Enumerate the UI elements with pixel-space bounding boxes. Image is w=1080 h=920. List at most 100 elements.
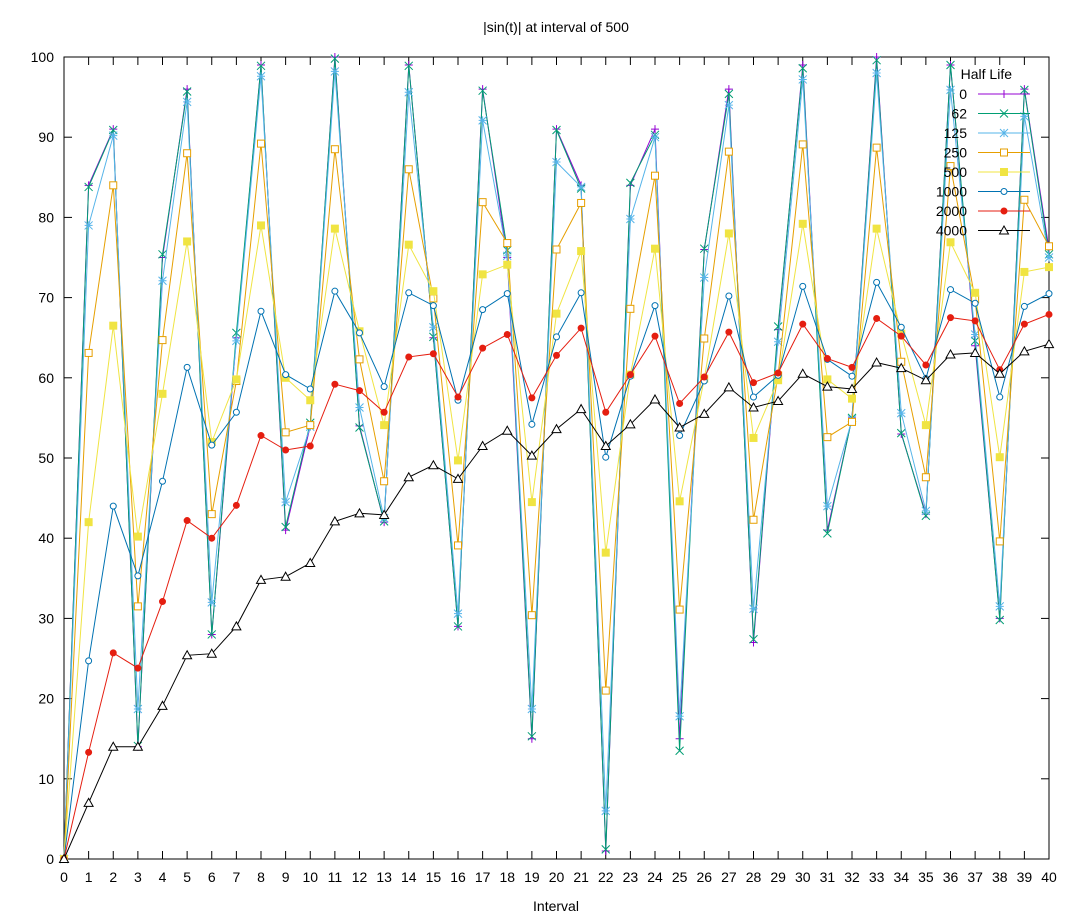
data-point (207, 598, 217, 607)
data-point (575, 403, 587, 414)
data-point (158, 276, 167, 286)
data-point (871, 357, 882, 367)
data-point (356, 387, 363, 395)
data-point (601, 686, 610, 695)
data-point (182, 97, 192, 107)
x-tick-label: 34 (893, 869, 909, 885)
data-point (109, 321, 118, 330)
legend-label: 500 (944, 164, 968, 180)
data-point (478, 198, 487, 207)
data-point (602, 453, 610, 461)
legend-title: Half Life (961, 66, 1013, 82)
series-0 (60, 53, 1053, 863)
data-point (380, 383, 388, 391)
x-tick-label: 25 (672, 869, 688, 885)
x-tick-label: 3 (134, 869, 142, 885)
data-point (946, 238, 955, 247)
data-point (552, 157, 561, 167)
data-point (823, 433, 832, 442)
data-point (1045, 263, 1053, 272)
data-point (429, 287, 438, 296)
data-point (626, 304, 635, 313)
x-tick-label: 21 (573, 869, 589, 885)
legend-item: 250 (944, 145, 1030, 161)
x-tick-label: 7 (232, 869, 240, 885)
data-point (133, 602, 142, 611)
x-tick-label: 13 (376, 869, 392, 885)
x-axis-label: Interval (533, 898, 579, 914)
data-point (823, 529, 832, 538)
x-tick-label: 10 (302, 869, 318, 885)
data-point (651, 332, 659, 340)
data-point (280, 571, 291, 581)
x-tick-label: 18 (499, 869, 515, 885)
data-point (996, 393, 1004, 401)
data-point (577, 324, 585, 332)
data-point (969, 347, 981, 357)
data-point (626, 371, 634, 379)
x-tick-label: 31 (820, 869, 836, 885)
data-point (85, 657, 93, 665)
data-point (946, 162, 955, 171)
y-tick-label: 60 (38, 370, 54, 386)
data-point (798, 75, 808, 84)
x-tick-label: 6 (208, 869, 216, 885)
x-tick-label: 9 (282, 869, 290, 885)
x-tick-label: 36 (943, 869, 959, 885)
data-point (454, 393, 462, 401)
data-point (676, 399, 684, 407)
data-point (823, 501, 832, 511)
series-2000 (60, 310, 1053, 863)
legend-label: 125 (944, 125, 968, 141)
data-point (848, 363, 856, 371)
data-point (651, 302, 659, 310)
x-tick-label: 35 (918, 869, 934, 885)
legend-swatch-marker (1000, 188, 1008, 195)
x-tick-label: 11 (328, 869, 343, 885)
data-point (380, 477, 389, 486)
data-point (995, 537, 1004, 546)
data-point (453, 609, 463, 618)
data-point (1020, 195, 1029, 204)
data-point (109, 649, 117, 657)
legend: Half Life 0 62 125 250 500 1000 2000 4000 (936, 66, 1030, 239)
x-tick-label: 8 (257, 869, 265, 885)
data-point (848, 372, 856, 380)
data-point (331, 380, 339, 388)
x-tick-label: 24 (647, 869, 663, 885)
data-point (282, 371, 290, 379)
x-tick-label: 30 (795, 869, 811, 885)
data-point (429, 294, 438, 303)
data-point (405, 353, 413, 361)
data-point (552, 309, 561, 318)
data-point (134, 572, 142, 580)
data-point (109, 181, 118, 190)
data-point (1020, 111, 1029, 121)
data-point (159, 598, 166, 606)
data-point (502, 251, 512, 261)
data-point (674, 422, 685, 432)
y-tick-label: 0 (46, 851, 54, 867)
data-point (454, 541, 462, 550)
x-tick-label: 4 (159, 869, 167, 885)
data-point (725, 328, 733, 336)
data-point (405, 289, 413, 297)
data-point (354, 507, 365, 518)
data-point (922, 361, 930, 369)
plot-area (63, 56, 1050, 860)
data-point (84, 518, 93, 527)
x-tick-label: 16 (450, 869, 466, 885)
data-point (822, 381, 833, 391)
data-point (355, 403, 364, 412)
data-point (109, 502, 117, 510)
data-point (896, 408, 906, 418)
data-point (183, 363, 191, 371)
data-point (503, 290, 511, 298)
data-point (1020, 302, 1028, 310)
data-point (1020, 267, 1029, 276)
series-line-125 (63, 71, 1050, 860)
y-tick-label: 70 (38, 290, 54, 306)
data-point (329, 515, 341, 526)
legend-label: 1000 (936, 184, 967, 200)
